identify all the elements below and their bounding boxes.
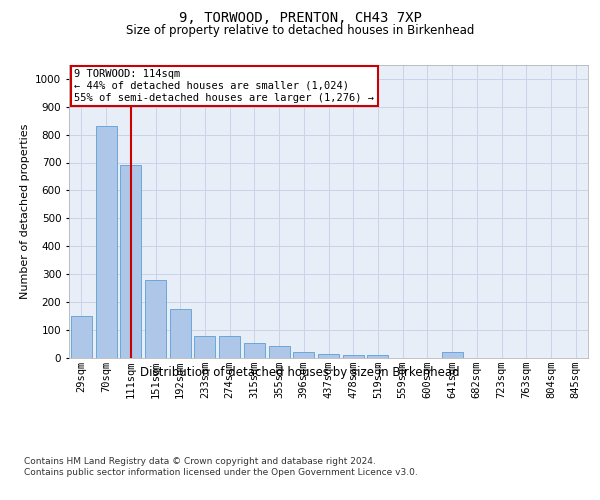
Bar bbox=[343, 356, 364, 358]
Bar bbox=[244, 343, 265, 357]
Text: 9 TORWOOD: 114sqm
← 44% of detached houses are smaller (1,024)
55% of semi-detac: 9 TORWOOD: 114sqm ← 44% of detached hous… bbox=[74, 70, 374, 102]
Text: Size of property relative to detached houses in Birkenhead: Size of property relative to detached ho… bbox=[126, 24, 474, 37]
Bar bbox=[95, 126, 116, 358]
Text: Distribution of detached houses by size in Birkenhead: Distribution of detached houses by size … bbox=[140, 366, 460, 379]
Bar bbox=[367, 356, 388, 358]
Bar bbox=[318, 354, 339, 358]
Text: Contains HM Land Registry data © Crown copyright and database right 2024.
Contai: Contains HM Land Registry data © Crown c… bbox=[24, 458, 418, 477]
Bar bbox=[145, 280, 166, 357]
Bar bbox=[120, 166, 141, 358]
Bar bbox=[293, 352, 314, 358]
Bar bbox=[170, 308, 191, 358]
Bar bbox=[269, 346, 290, 358]
Bar bbox=[194, 336, 215, 357]
Bar bbox=[219, 336, 240, 357]
Y-axis label: Number of detached properties: Number of detached properties bbox=[20, 124, 29, 299]
Bar bbox=[71, 316, 92, 358]
Bar bbox=[442, 352, 463, 358]
Text: 9, TORWOOD, PRENTON, CH43 7XP: 9, TORWOOD, PRENTON, CH43 7XP bbox=[179, 11, 421, 25]
